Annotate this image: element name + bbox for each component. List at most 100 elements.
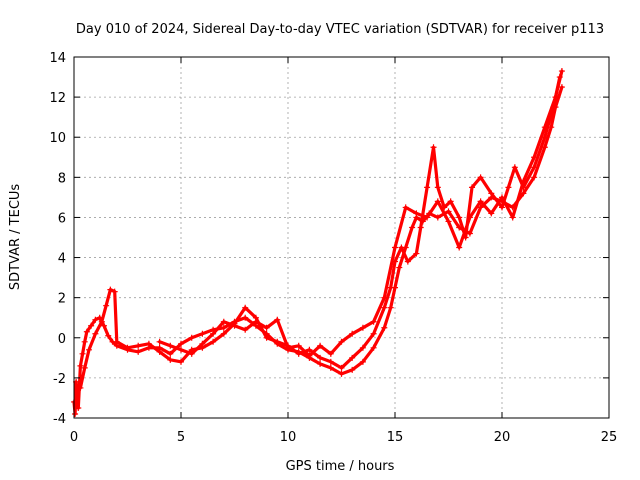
y-tick-label: 2 xyxy=(58,292,66,307)
grid xyxy=(74,57,609,418)
data-point xyxy=(413,250,420,257)
axis-ticks: 0 5 10 15 20 25 -4 -2 0 2 4 6 8 10 12 14 xyxy=(49,51,617,445)
data-point xyxy=(252,318,259,325)
data-point xyxy=(370,330,377,337)
data-point xyxy=(220,324,227,331)
data-point xyxy=(499,204,505,211)
data-point xyxy=(499,194,505,201)
data-point xyxy=(359,324,366,331)
data-point xyxy=(552,94,559,101)
plot-frame xyxy=(73,56,610,419)
x-axis-label: GPS time / hours xyxy=(286,459,395,474)
x-tick-label: 10 xyxy=(280,430,297,445)
data-point xyxy=(295,342,302,349)
data-point xyxy=(167,342,174,349)
data-point xyxy=(338,364,345,371)
data-point xyxy=(505,184,512,191)
data-point xyxy=(338,370,345,377)
x-tick-label: 20 xyxy=(494,430,511,445)
data-point xyxy=(424,184,431,191)
data-point xyxy=(92,330,99,337)
data-point xyxy=(178,340,184,347)
data-point xyxy=(88,322,95,329)
data-point xyxy=(477,198,484,205)
data-point xyxy=(124,344,131,351)
series-1 xyxy=(71,84,565,417)
data-point xyxy=(488,210,495,217)
data-point xyxy=(381,294,388,301)
data-point xyxy=(306,346,313,353)
series-group xyxy=(71,68,565,417)
data-point xyxy=(531,154,538,161)
data-point xyxy=(83,328,90,335)
data-point xyxy=(509,214,516,221)
data-point xyxy=(188,334,195,341)
data-point xyxy=(100,322,107,329)
data-point xyxy=(167,350,174,357)
y-tick-label: 12 xyxy=(49,91,66,106)
data-point xyxy=(274,316,281,323)
data-point xyxy=(113,338,120,345)
data-point xyxy=(145,340,152,347)
data-point xyxy=(447,198,454,205)
y-tick-label: 14 xyxy=(49,51,66,66)
data-point xyxy=(98,318,105,325)
x-tick-label: 15 xyxy=(387,430,404,445)
data-point xyxy=(274,338,281,345)
data-point xyxy=(338,338,345,345)
data-point xyxy=(469,184,476,191)
data-point xyxy=(349,366,356,373)
data-point xyxy=(107,286,114,293)
data-point xyxy=(242,314,249,321)
data-point xyxy=(370,344,377,351)
data-point xyxy=(387,284,394,291)
x-tick-label: 0 xyxy=(70,430,78,445)
data-point xyxy=(167,356,174,363)
y-tick-label: -4 xyxy=(53,412,66,427)
data-point xyxy=(156,348,163,355)
data-point xyxy=(402,204,409,211)
data-point xyxy=(409,224,416,231)
y-tick-label: -2 xyxy=(53,372,66,387)
series-3 xyxy=(156,68,565,359)
data-point xyxy=(77,384,84,391)
data-point xyxy=(263,334,270,341)
data-point xyxy=(477,204,484,211)
data-point xyxy=(477,174,484,181)
data-point xyxy=(263,324,270,331)
data-point xyxy=(111,288,118,295)
data-point xyxy=(220,318,227,325)
data-point xyxy=(285,344,291,351)
data-point xyxy=(327,364,334,371)
y-tick-label: 4 xyxy=(58,252,66,267)
data-point xyxy=(520,178,527,185)
data-point xyxy=(466,214,473,221)
data-point xyxy=(327,358,334,365)
data-point xyxy=(188,350,195,357)
data-point xyxy=(430,144,437,151)
y-axis-label: SDTVAR / TECUs xyxy=(8,184,23,291)
data-point xyxy=(466,230,473,237)
data-point xyxy=(531,164,538,171)
data-point xyxy=(231,322,238,329)
data-point xyxy=(349,330,356,337)
chart-title: Day 010 of 2024, Sidereal Day-to-day VTE… xyxy=(76,22,604,37)
data-point xyxy=(178,358,184,365)
data-point xyxy=(434,198,441,205)
data-point xyxy=(404,258,411,265)
data-point xyxy=(317,360,324,367)
data-point xyxy=(349,354,356,361)
data-point xyxy=(135,348,142,355)
data-point xyxy=(398,244,405,251)
data-point xyxy=(370,318,377,325)
data-point xyxy=(85,346,92,353)
data-point xyxy=(511,164,518,171)
data-point xyxy=(413,210,420,217)
data-point xyxy=(327,350,334,357)
data-point xyxy=(81,338,88,345)
data-point xyxy=(105,332,112,339)
data-point xyxy=(210,338,217,345)
data-point xyxy=(199,330,206,337)
data-point xyxy=(445,218,452,225)
